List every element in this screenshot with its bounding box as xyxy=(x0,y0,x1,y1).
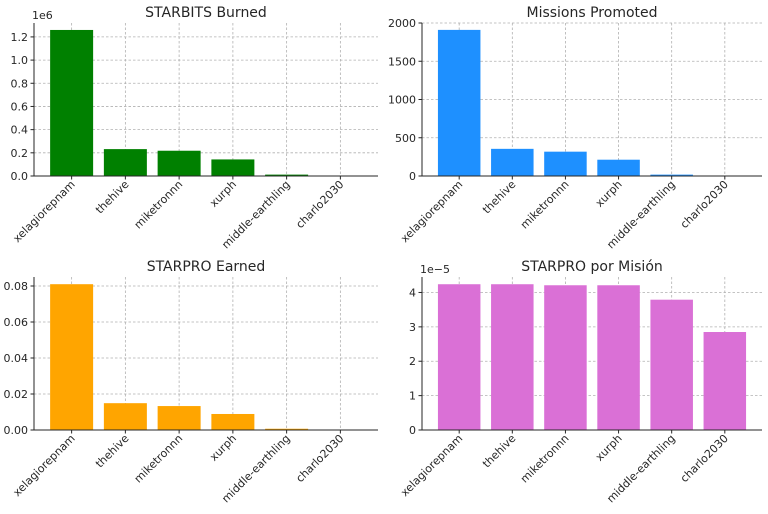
y-tick-label: 1500 xyxy=(388,55,416,68)
x-tick-label: xurph xyxy=(593,432,625,464)
chart-panel-2: 0 500 1000 1500 2000 xelagiorepnam thehive mike… xyxy=(388,5,762,251)
y-tick-label: 0.00 xyxy=(4,424,29,437)
bar-miketronnn xyxy=(157,406,201,430)
y-tick-label: 0.04 xyxy=(4,352,29,365)
y-tick-label: 0.8 xyxy=(11,77,29,90)
bar-miketronnn xyxy=(544,151,587,176)
bar-xurph xyxy=(597,285,640,430)
y-tick-label: 0 xyxy=(409,170,416,183)
bar-charlo2030 xyxy=(703,332,747,430)
y-tick-label: 0 xyxy=(409,424,416,437)
bar-xurph xyxy=(211,159,255,176)
y-tick-label: 1 xyxy=(409,390,416,403)
x-tick-label: xurph xyxy=(593,178,625,210)
bar-xelagiorepnam xyxy=(437,284,481,430)
x-tick-label: charlo2030 xyxy=(678,432,731,485)
y-tick-label: 2 xyxy=(409,355,416,368)
y-tick-label: 0.4 xyxy=(11,124,29,137)
y-tick-label: 0.02 xyxy=(4,388,29,401)
x-tick-label: thehive xyxy=(93,178,132,217)
x-tick-label: xelagiorepnam xyxy=(398,432,465,499)
x-tick-label: charlo2030 xyxy=(293,432,346,485)
x-tick-label: miketronnn xyxy=(132,178,186,232)
x-tick-label: xurph xyxy=(207,178,239,210)
y-tick-label: 2000 xyxy=(388,17,416,30)
x-tick-label: xelagiorepnam xyxy=(11,432,78,499)
chart-title: STARPRO por Misión xyxy=(521,259,663,275)
bar-xelagiorepnam xyxy=(50,284,94,430)
chart-title: STARPRO Earned xyxy=(147,259,266,275)
y-tick-label: 1000 xyxy=(388,94,416,107)
y-tick-label: 0.08 xyxy=(4,280,29,293)
y-tick-label: 0.06 xyxy=(4,316,29,329)
y-tick-label: 1.2 xyxy=(11,31,29,44)
y-tick-label: 3 xyxy=(409,321,416,334)
chart-title: Missions Promoted xyxy=(526,5,657,21)
x-tick-label: thehive xyxy=(93,432,132,471)
x-tick-label: charlo2030 xyxy=(293,178,346,231)
x-tick-label: miketronnn xyxy=(518,178,572,232)
x-tick-label: charlo2030 xyxy=(678,178,731,231)
y-tick-label: 1.0 xyxy=(11,54,29,67)
bar-miketronnn xyxy=(544,285,587,430)
y-tick-label: 500 xyxy=(395,132,416,145)
x-tick-label: thehive xyxy=(480,432,519,471)
y-tick-label: 0.0 xyxy=(11,170,29,183)
x-tick-label: miketronnn xyxy=(518,432,572,486)
x-tick-label: xelagiorepnam xyxy=(11,178,78,245)
bar-xelagiorepnam xyxy=(437,29,481,177)
y-tick-label: 0.6 xyxy=(11,100,29,113)
bar-xelagiorepnam xyxy=(50,29,94,177)
chart-panel-4: 0 1 2 3 4 1e−5 xelagiorepnam thehive miketronnn x… xyxy=(398,259,762,505)
bar-xurph xyxy=(211,413,255,430)
bar-thehive xyxy=(103,149,147,176)
bar-thehive xyxy=(103,403,147,430)
bar-miketronnn xyxy=(157,150,201,176)
y-tick-label: 4 xyxy=(409,286,416,299)
bar-middle-earthling xyxy=(650,299,693,430)
y-offset-label: 1e6 xyxy=(32,9,53,22)
chart-title: STARBITS Burned xyxy=(145,5,267,21)
bar-thehive xyxy=(491,284,534,430)
x-tick-label: thehive xyxy=(480,178,519,217)
chart-panel-3: 0.00 0.02 0.04 0.06 0.08 xelagiorepnam thehive… xyxy=(4,259,378,505)
x-tick-label: xelagiorepnam xyxy=(398,178,465,245)
bar-middle-earthling xyxy=(265,174,309,176)
x-tick-label: xurph xyxy=(207,432,239,464)
bar-middle-earthling xyxy=(265,428,309,430)
y-tick-label: 0.2 xyxy=(11,147,29,160)
bar-xurph xyxy=(597,159,640,176)
bar-thehive xyxy=(491,148,534,176)
x-tick-label: miketronnn xyxy=(132,432,186,486)
bar-middle-earthling xyxy=(650,174,693,176)
y-offset-label: 1e−5 xyxy=(420,263,450,276)
